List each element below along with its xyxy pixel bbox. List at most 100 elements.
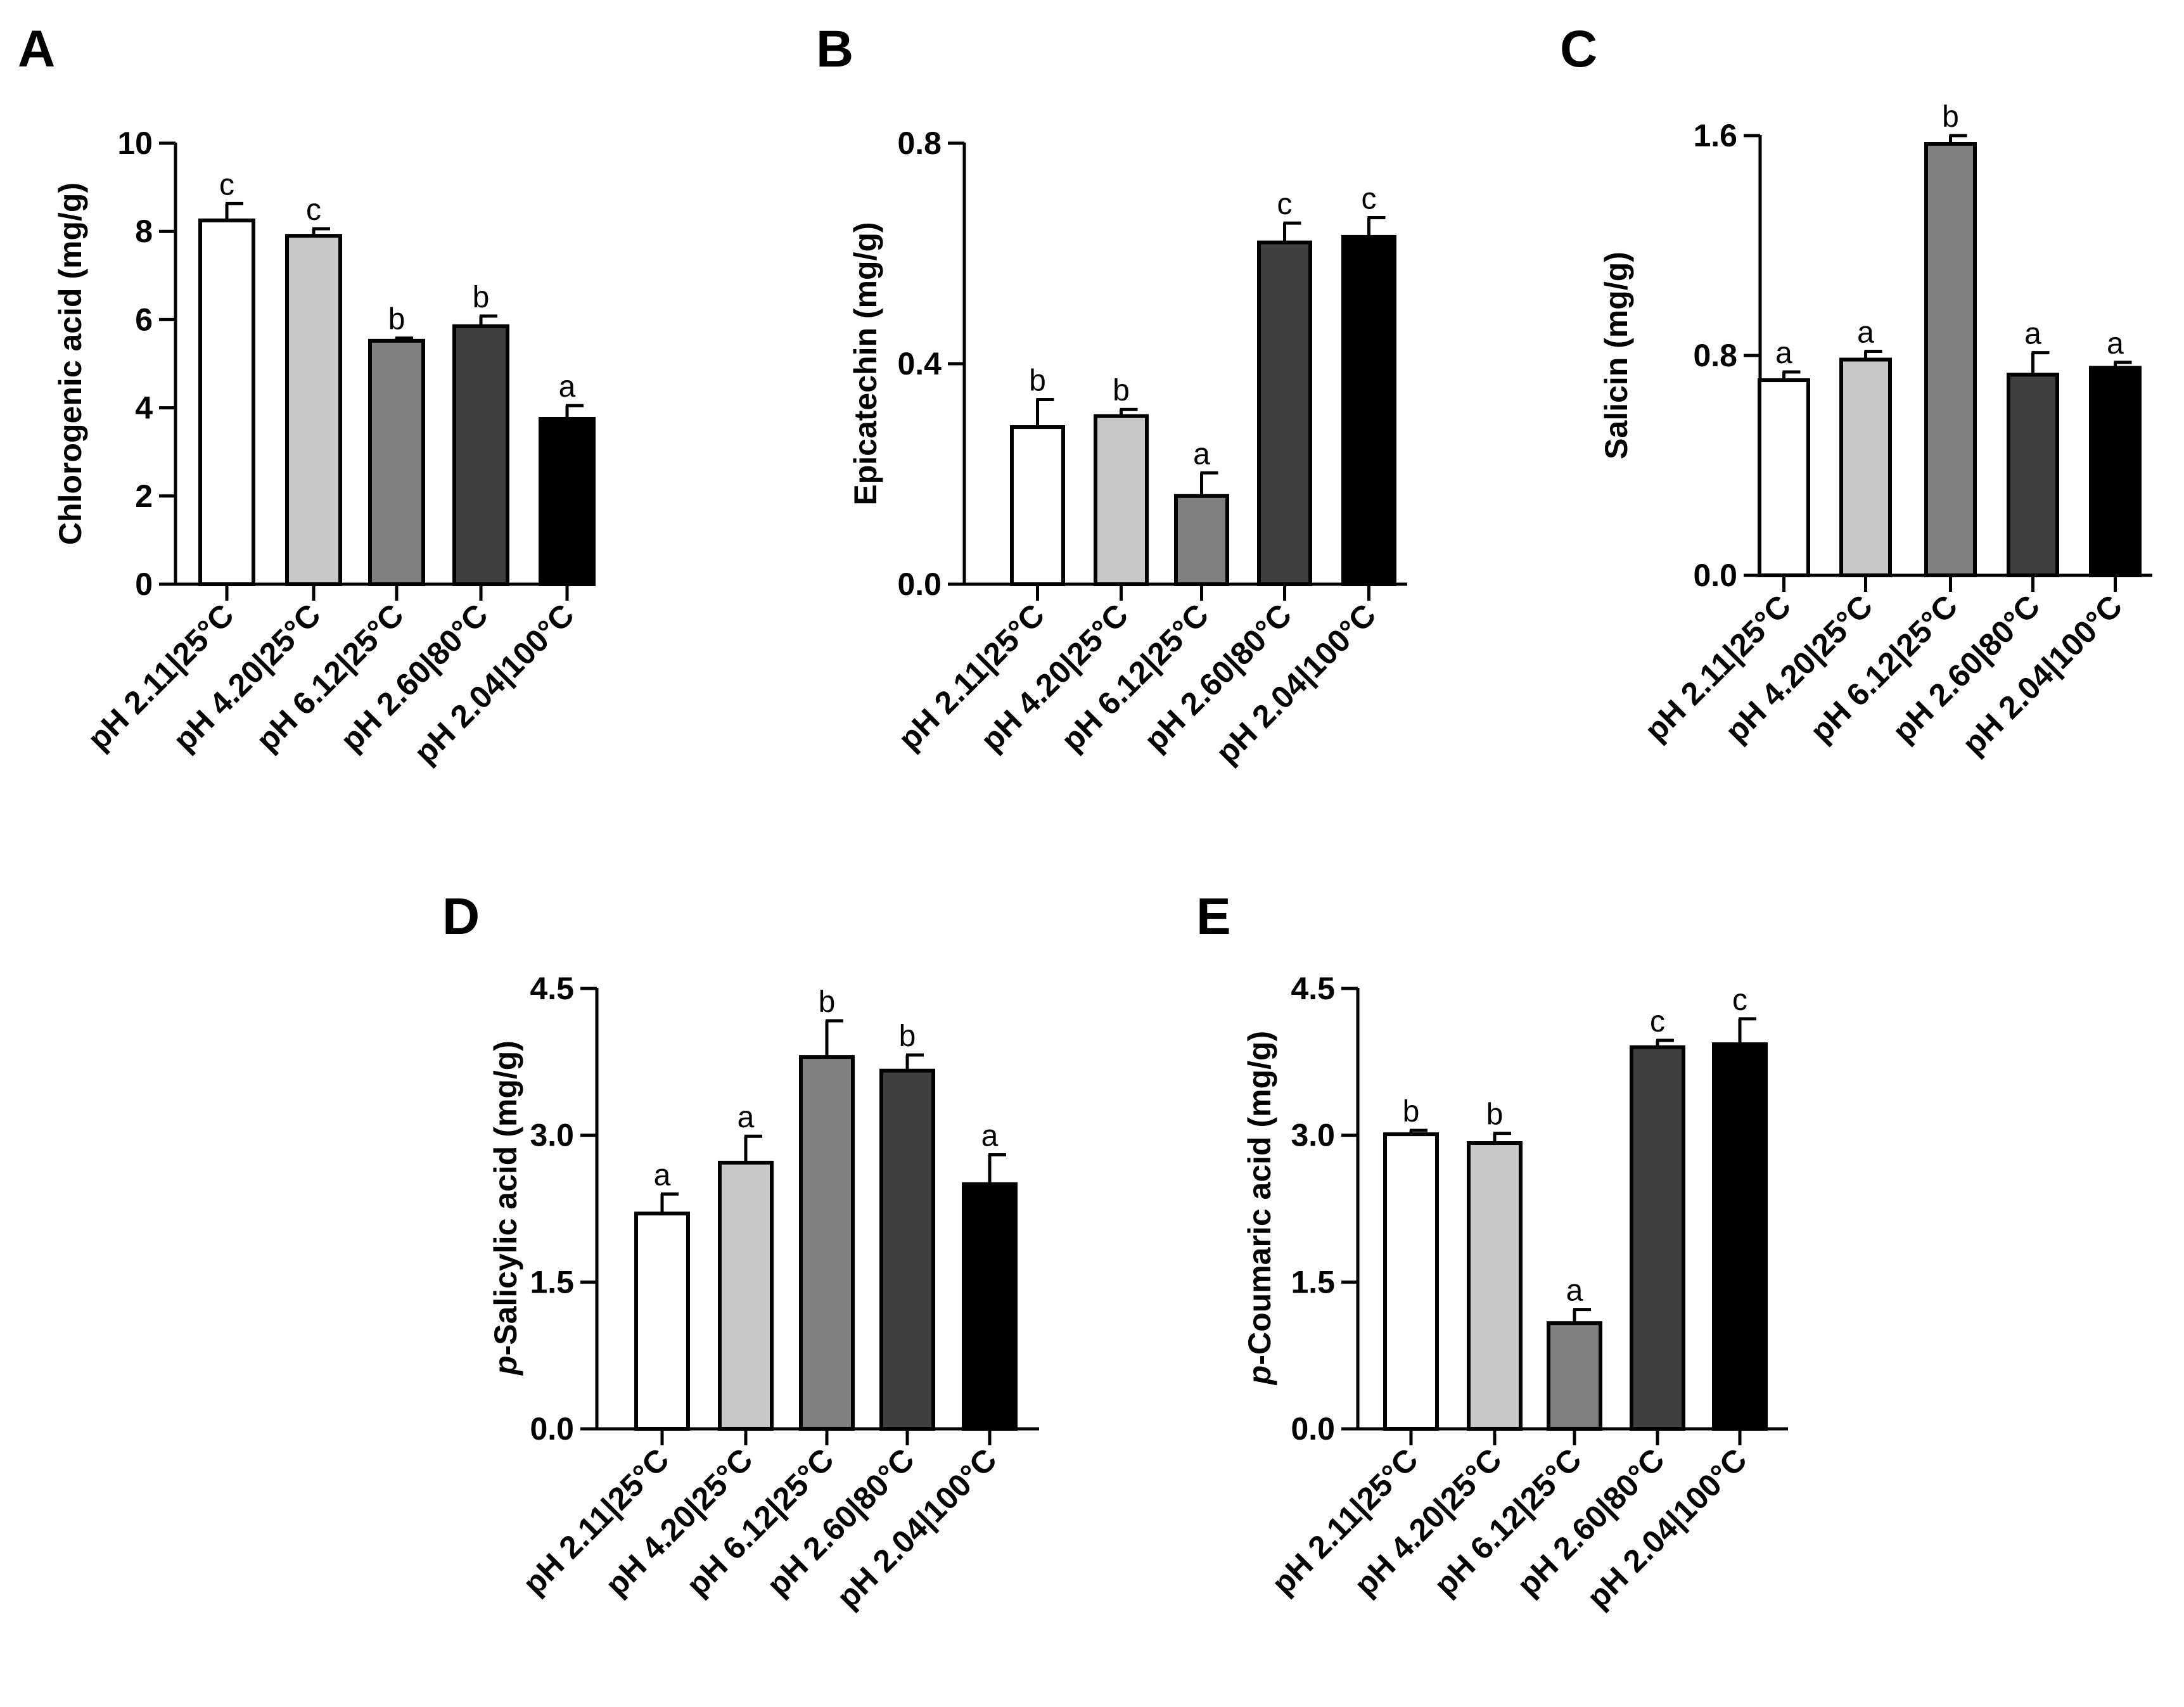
chart-panel-e: E 0.0 1.5 3.0 4.5 p-Coumaric acid (mg/g) b pH 2…: [1196, 888, 1788, 1616]
y-axis-title-italic: p: [1242, 1365, 1277, 1386]
significance-letter: a: [654, 1158, 671, 1192]
y-axis-title: Chlorogenic acid (mg/g): [53, 182, 88, 545]
y-tick-label: 0.0: [1291, 1411, 1335, 1447]
bar: [1010, 425, 1065, 586]
y-tick-label: 0.8: [897, 125, 942, 161]
bar: [1094, 414, 1149, 587]
y-axis-title: p-Salicylic acid (mg/g): [488, 1040, 523, 1376]
significance-letter: a: [981, 1120, 999, 1153]
bar: [539, 417, 596, 586]
bar: [879, 1068, 935, 1431]
bar: [1341, 234, 1396, 586]
significance-letter: a: [2107, 327, 2124, 361]
bar: [718, 1160, 774, 1431]
panel-letter: D: [442, 888, 480, 945]
y-tick-label: 0.0: [1693, 558, 1737, 593]
y-axis-title: Salicin (mg/g): [1599, 252, 1634, 459]
bar: [1547, 1321, 1602, 1431]
significance-letter: a: [1775, 336, 1792, 370]
significance-letter: a: [738, 1101, 755, 1134]
panel-letter: E: [1196, 888, 1231, 945]
y-tick-label: 4.5: [530, 971, 574, 1006]
significance-letter: a: [1857, 316, 1874, 349]
bar: [1839, 357, 1892, 577]
significance-letter: c: [1650, 1005, 1665, 1039]
x-tick-label: pH 2.04|100°C: [407, 597, 582, 771]
panel-letter: A: [18, 20, 55, 78]
significance-letter: b: [1113, 374, 1130, 407]
bar: [1924, 142, 1977, 577]
significance-letter: a: [2024, 317, 2041, 351]
bar: [799, 1055, 855, 1431]
x-tick-label: pH 2.60|80°C: [1137, 597, 1299, 758]
y-axis-title-italic: p: [488, 1355, 523, 1376]
y-tick-label: 0.0: [530, 1411, 574, 1447]
x-tick-label: pH 2.60|80°C: [334, 597, 495, 758]
y-tick-label: 4: [135, 390, 153, 426]
significance-letter: a: [1566, 1274, 1583, 1308]
x-tick-label: pH 6.12|25°C: [250, 597, 411, 758]
y-axis-title-text: Salicin (mg/g): [1599, 252, 1634, 459]
y-axis-title-text: -Salicylic acid (mg/g): [488, 1040, 523, 1355]
significance-letter: c: [1277, 188, 1293, 221]
bar: [1257, 240, 1312, 587]
bar: [285, 234, 342, 587]
significance-letter: b: [1403, 1095, 1420, 1128]
chart-panel-d: D0.01.53.04.5p-Salicylic acid (mg/g) apH …: [442, 888, 1039, 1616]
x-tick-label: pH 2.11|25°C: [1265, 1442, 1425, 1602]
y-tick-label: 10: [117, 125, 153, 161]
bar: [368, 338, 425, 586]
bar: [1712, 1042, 1768, 1431]
bar: [634, 1212, 690, 1431]
y-tick-label: 2: [135, 478, 153, 514]
y-axis-title-text: Chlorogenic acid (mg/g): [53, 182, 88, 545]
significance-letter: a: [1193, 437, 1210, 471]
significance-letter: b: [388, 303, 406, 336]
y-tick-label: 0.8: [1693, 338, 1737, 373]
significance-letter: b: [899, 1020, 916, 1053]
significance-letter: b: [1029, 364, 1046, 398]
x-tick-label: pH 2.11|25°C: [891, 597, 1052, 757]
bar: [1630, 1045, 1685, 1431]
y-tick-label: 1.5: [530, 1264, 574, 1300]
significance-letter: c: [1732, 983, 1747, 1017]
y-tick-label: 1.6: [1693, 118, 1737, 153]
y-tick-label: 0: [135, 566, 153, 602]
significance-letter: b: [473, 281, 490, 314]
y-tick-label: 1.5: [1291, 1264, 1335, 1300]
y-axis-title: p-Coumaric acid (mg/g): [1242, 1031, 1277, 1386]
bar: [2007, 373, 2059, 577]
x-tick-label: pH 2.11|25°C: [80, 597, 241, 757]
bar: [1758, 378, 1810, 577]
bar: [452, 324, 509, 587]
y-tick-label: 6: [135, 302, 153, 337]
bar: [2089, 366, 2142, 577]
y-axis-title-text: Epicatechin (mg/g): [848, 222, 883, 505]
y-tick-label: 0.4: [897, 346, 942, 381]
significance-letter: c: [1362, 182, 1377, 215]
x-tick-label: pH 4.20|25°C: [1718, 588, 1880, 750]
y-tick-label: 8: [135, 214, 153, 249]
significance-letter: b: [1942, 100, 1959, 134]
chart-panel-b: B 0.0 0.4 0.8 Epicatechin (mg/g) b pH 2.11|25°…: [816, 20, 1407, 771]
panel-letter: C: [1560, 20, 1597, 78]
y-tick-label: 3.0: [530, 1118, 574, 1153]
bar: [1383, 1132, 1439, 1431]
bar: [198, 218, 255, 586]
chart-panel-a: A 0 2 4 6 8 10 Chlorogenic acid (mg/g) c pH 2.11|…: [18, 20, 596, 771]
panel-letter: B: [816, 20, 853, 78]
bar: [1467, 1141, 1523, 1431]
bar: [1174, 494, 1229, 586]
y-tick-label: 0.0: [897, 566, 942, 602]
significance-letter: b: [819, 985, 836, 1019]
significance-letter: c: [219, 168, 234, 201]
bar: [962, 1182, 1018, 1431]
x-tick-label: pH 2.11|25°C: [516, 1442, 676, 1602]
y-axis-title-text: -Coumaric acid (mg/g): [1242, 1031, 1277, 1365]
y-tick-label: 4.5: [1291, 971, 1335, 1006]
significance-letter: b: [1486, 1098, 1504, 1132]
y-tick-label: 3.0: [1291, 1118, 1335, 1153]
y-axis-title: Epicatechin (mg/g): [848, 222, 883, 505]
